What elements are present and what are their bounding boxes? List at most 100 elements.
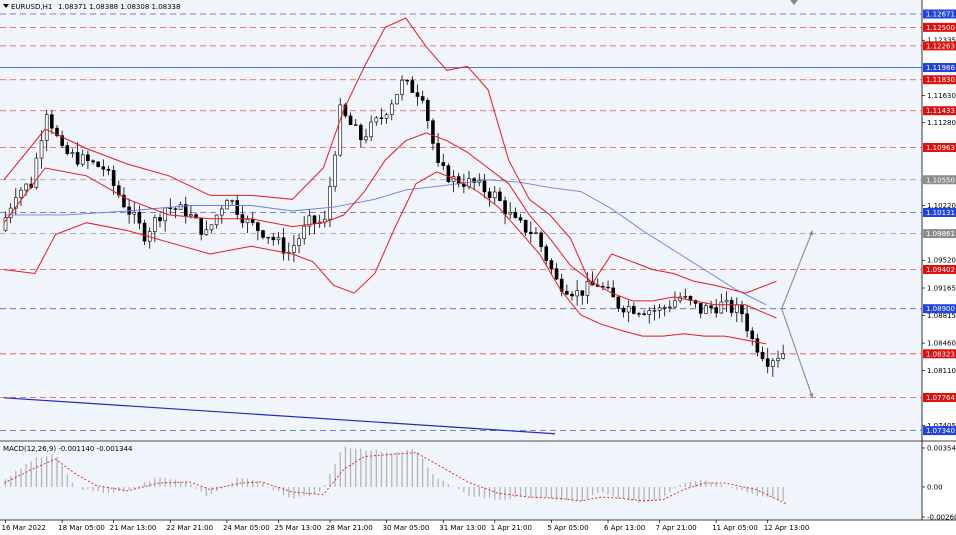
price-axis[interactable]: 1.12335 1.11630 1.11280 1.10220 1.09520 1.091…	[922, 37, 956, 430]
candle-body	[570, 293, 574, 297]
candle-body	[518, 217, 523, 221]
candle-body	[214, 214, 219, 226]
level-price-box	[923, 264, 956, 274]
candle-body	[776, 358, 780, 362]
price-tick-label: 1.07405	[927, 422, 956, 430]
candle-body	[621, 308, 626, 313]
candle-body	[168, 207, 173, 210]
candle-body	[750, 330, 755, 339]
candle-body	[261, 230, 265, 238]
candle-body	[266, 236, 270, 239]
candle-body	[405, 79, 410, 82]
candle-body	[55, 127, 59, 136]
candle-body	[302, 225, 307, 240]
candle-body	[400, 79, 404, 95]
level-price-box	[923, 349, 956, 359]
candle-body	[8, 207, 13, 218]
time-axis[interactable]: 16 Mar 2022 18 Mar 05:00 21 Mar 13:00 22 Ma…	[2, 520, 810, 532]
candle-body	[647, 310, 652, 315]
level-price-label: 1.12500	[926, 24, 955, 32]
candle-body	[709, 305, 713, 308]
candle-body	[50, 114, 54, 129]
candle-body	[436, 143, 440, 163]
candle-body	[96, 161, 100, 168]
candle-body	[19, 189, 23, 198]
candle-body	[276, 237, 281, 241]
candle-body	[142, 222, 147, 242]
time-tick-label: 6 Apr 13:00	[604, 524, 645, 532]
level-price-box	[923, 229, 956, 239]
level-price-box	[923, 392, 956, 402]
candle-body	[91, 160, 95, 163]
symbol-label[interactable]: EURUSD,H1	[11, 3, 52, 11]
trendline-layer	[3, 397, 556, 435]
level-price-label: 1.11830	[926, 76, 955, 84]
candle-body	[204, 229, 209, 235]
candle-body	[554, 268, 559, 280]
candle-body	[111, 170, 116, 186]
candle-body	[626, 305, 631, 313]
price-tick-label: 1.11280	[927, 119, 956, 127]
time-tick-label: 7 Apr 21:00	[656, 524, 697, 532]
candle-body	[534, 232, 538, 234]
candle-body	[662, 307, 667, 309]
price-tick-label: 1.08815	[927, 312, 956, 320]
macd-tick-label: -0.002607	[927, 514, 956, 522]
candle-body	[189, 214, 193, 217]
candle-body	[199, 217, 203, 235]
level-price-box	[923, 63, 956, 73]
time-tick-label: 25 Mar 13:00	[274, 524, 321, 532]
candle-body	[410, 80, 415, 93]
candle-body	[472, 178, 476, 183]
candlestick-series	[3, 75, 785, 377]
level-price-box	[923, 142, 956, 152]
candle-body	[359, 124, 363, 141]
candle-body	[652, 310, 657, 312]
candle-body	[714, 307, 719, 314]
candle-body	[745, 313, 749, 332]
level-price-label: 1.09861	[926, 230, 955, 238]
candle-body	[580, 290, 585, 296]
candle-body	[328, 186, 332, 220]
candle-body	[389, 103, 394, 115]
candle-body	[415, 92, 420, 97]
price-tick-label: 1.11630	[927, 92, 956, 100]
level-price-label: 1.08323	[926, 350, 955, 358]
candle-body	[616, 296, 621, 309]
candle-body	[683, 296, 688, 298]
level-price-box	[923, 207, 956, 217]
time-tick-label: 1 Apr 21:00	[491, 524, 532, 532]
candle-body	[704, 305, 708, 314]
arrow-head	[808, 230, 813, 236]
price-tick-label: 1.10220	[927, 202, 956, 210]
level-price-label: 1.11986	[926, 64, 955, 72]
candle-body	[353, 124, 358, 126]
candle-body	[65, 145, 70, 154]
level-price-label: 1.10963	[926, 144, 955, 152]
level-price-label: 1.12671	[926, 10, 955, 18]
level-price-label: 1.07340	[926, 427, 955, 435]
candle-body	[565, 291, 569, 295]
candle-body	[606, 286, 610, 289]
symbol-dropdown-icon[interactable]	[3, 4, 9, 8]
time-tick-label: 16 Mar 2022	[2, 524, 46, 532]
macd-tick-label: 0.003545	[927, 445, 956, 453]
chart-shift-marker[interactable]	[790, 0, 798, 5]
price-tick-label: 1.12335	[927, 37, 956, 45]
time-tick-label: 21 Mar 13:00	[110, 524, 157, 532]
candle-body	[271, 236, 276, 241]
candle-body	[292, 245, 296, 253]
bollinger-middle	[3, 132, 777, 319]
candle-body	[245, 219, 250, 224]
candle-body	[70, 152, 75, 154]
candle-body	[492, 191, 497, 199]
price-tick-label: 1.09520	[927, 257, 956, 265]
time-tick-label: 11 Apr 05:00	[712, 524, 758, 532]
candle-body	[80, 154, 85, 165]
macd-plot-area[interactable]	[0, 442, 922, 520]
scenario-arrow	[781, 308, 814, 398]
candle-body	[153, 217, 157, 232]
candle-body	[441, 162, 446, 166]
level-price-box	[923, 41, 956, 51]
